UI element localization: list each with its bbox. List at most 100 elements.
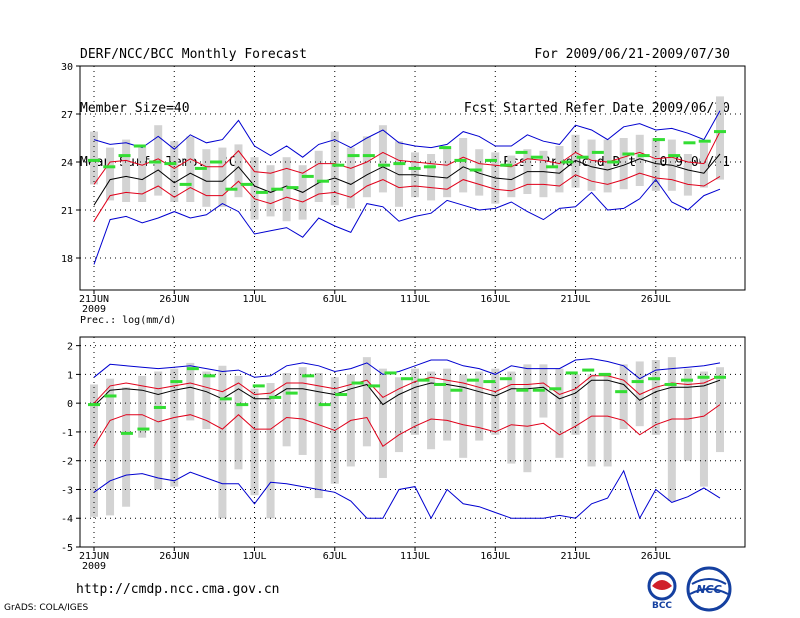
x-tick-label: 6JUL xyxy=(323,551,347,562)
observed-marker xyxy=(598,372,611,376)
observed-marker xyxy=(255,190,268,194)
observed-marker xyxy=(532,388,545,392)
observed-marker xyxy=(591,150,604,154)
range-box xyxy=(282,372,291,447)
range-box xyxy=(154,371,163,490)
observed-marker xyxy=(607,160,620,164)
observed-marker xyxy=(219,397,232,401)
observed-marker xyxy=(433,382,446,386)
y-tick-label: -1 xyxy=(61,428,73,439)
observed-marker xyxy=(317,179,330,183)
observed-marker xyxy=(637,154,650,158)
range-box xyxy=(459,138,468,193)
ncc-logo-text: NCC xyxy=(696,583,721,596)
observed-marker xyxy=(88,403,100,407)
observed-marker xyxy=(240,182,253,186)
observed-marker xyxy=(194,166,207,170)
observed-marker xyxy=(417,378,430,382)
x-tick-label: 26JUN xyxy=(159,551,189,562)
range-box xyxy=(378,368,387,478)
range-box xyxy=(346,147,355,209)
y-tick-label: 18 xyxy=(61,254,73,265)
range-box xyxy=(411,368,420,435)
observed-marker xyxy=(615,390,628,394)
observed-marker xyxy=(484,158,497,162)
range-box xyxy=(427,154,436,201)
range-box xyxy=(587,374,596,467)
range-box xyxy=(378,125,387,193)
observed-marker xyxy=(186,367,199,371)
observed-marker xyxy=(120,431,133,435)
x-tick-label: 21JUL xyxy=(560,551,590,562)
y-tick-label: -2 xyxy=(61,457,73,468)
observed-marker xyxy=(668,154,681,158)
grads-credit: GrADS: COLA/IGES xyxy=(4,603,89,613)
x-tick-label: 16JUL xyxy=(480,551,510,562)
range-box xyxy=(475,371,484,441)
range-box xyxy=(555,146,564,193)
observed-marker xyxy=(401,377,413,381)
observed-marker xyxy=(362,154,375,158)
range-box xyxy=(683,368,692,461)
bcc-logo-text: BCC xyxy=(652,601,672,610)
observed-marker xyxy=(236,403,249,407)
x-tick-label: 26JUL xyxy=(641,551,671,562)
plot-frame xyxy=(79,336,746,548)
range-box xyxy=(202,371,211,430)
observed-marker xyxy=(286,186,299,190)
bcc-logo: BCC xyxy=(647,571,677,610)
observed-marker xyxy=(454,158,467,162)
range-box xyxy=(539,150,548,198)
x-tick-label: 26JUN xyxy=(159,294,189,305)
range-box xyxy=(394,377,403,453)
range-box xyxy=(138,375,147,438)
observed-marker xyxy=(652,138,665,142)
observed-marker xyxy=(483,380,496,384)
observed-marker xyxy=(149,160,162,164)
range-box xyxy=(282,157,291,222)
y-tick-label: 24 xyxy=(61,158,73,169)
observed-marker xyxy=(153,405,166,409)
range-box xyxy=(635,134,644,186)
range-box xyxy=(603,139,612,193)
range-box xyxy=(443,147,452,198)
range-box xyxy=(266,165,275,217)
range-box xyxy=(218,365,227,519)
forecast-period: For 2009/06/21-2009/07/30 xyxy=(534,47,730,62)
range-box xyxy=(491,368,500,435)
range-box xyxy=(716,96,724,180)
observed-marker xyxy=(103,165,116,169)
observed-marker xyxy=(664,382,677,386)
series-line-lower-spread xyxy=(93,404,721,448)
observed-marker xyxy=(332,163,345,167)
range-box xyxy=(394,141,403,207)
source-url[interactable]: http://cmdp.ncc.cma.gov.cn xyxy=(76,582,280,597)
series-line-ensemble-mean xyxy=(93,153,721,206)
observed-marker xyxy=(499,377,512,381)
observed-marker xyxy=(271,187,284,191)
range-box xyxy=(218,147,227,207)
observed-marker xyxy=(698,139,711,143)
precip-title: Prec.: log(mm/d) xyxy=(80,315,176,326)
y-tick-label: 1 xyxy=(67,370,73,381)
range-box xyxy=(603,372,612,467)
range-box xyxy=(138,147,147,202)
y-tick-label: 21 xyxy=(61,206,73,217)
observed-marker xyxy=(500,163,513,167)
series-line-upper-spread xyxy=(93,375,721,404)
range-box xyxy=(314,150,323,202)
x-tick-label: 21JUL xyxy=(560,294,590,305)
range-box xyxy=(122,139,131,202)
range-box xyxy=(587,139,596,191)
observed-marker xyxy=(423,165,436,169)
observed-marker xyxy=(252,384,265,388)
observed-marker xyxy=(335,393,348,397)
range-box xyxy=(362,357,371,447)
y-tick-label: 30 xyxy=(61,62,73,73)
observed-marker xyxy=(318,403,331,407)
range-box xyxy=(234,375,243,470)
observed-marker xyxy=(133,144,146,148)
observed-marker xyxy=(351,381,364,385)
observed-marker xyxy=(302,374,315,378)
chart-title: DERF/NCC/BCC Monthly Forecast xyxy=(80,47,307,62)
